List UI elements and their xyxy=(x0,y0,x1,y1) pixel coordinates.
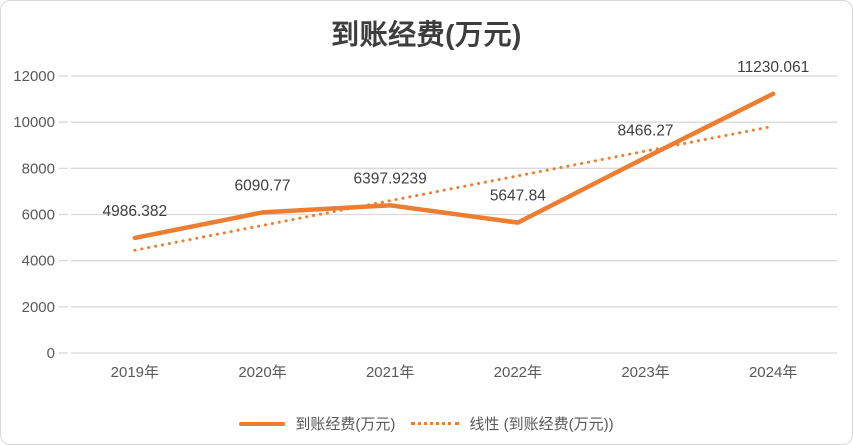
x-axis-tick-label: 2019年 xyxy=(111,364,159,381)
y-axis-tick-label: 8000 xyxy=(22,160,55,177)
y-axis-tick-label: 10000 xyxy=(13,114,55,131)
data-label: 6397.9239 xyxy=(354,170,427,187)
x-axis-tick-label: 2022年 xyxy=(494,364,542,381)
y-axis-tick-label: 6000 xyxy=(22,207,55,224)
legend-label-trendline: 线性 (到账经费(万元)) xyxy=(469,416,614,433)
x-axis-tick-label: 2024年 xyxy=(749,364,797,381)
legend-item-series: 到账经费(万元) xyxy=(239,413,395,434)
data-label: 6090.77 xyxy=(234,177,290,194)
trendline xyxy=(133,124,775,252)
y-axis-tick-label: 4000 xyxy=(22,253,55,270)
y-axis-tick-label: 0 xyxy=(47,345,55,362)
y-axis-tick-label: 2000 xyxy=(22,299,55,316)
legend-item-trendline: 线性 (到账经费(万元)) xyxy=(411,413,614,434)
data-label: 5647.84 xyxy=(490,188,546,205)
x-axis-tick-label: 2021年 xyxy=(366,364,414,381)
x-axis-tick-label: 2023年 xyxy=(621,364,669,381)
chart-legend: 到账经费(万元) 线性 (到账经费(万元)) xyxy=(1,413,852,434)
data-label: 11230.061 xyxy=(737,59,809,76)
y-axis-tick-label: 12000 xyxy=(13,68,55,85)
dotted-line-swatch xyxy=(411,422,460,425)
data-label: 4986.382 xyxy=(103,203,168,220)
series-line xyxy=(132,91,776,241)
x-axis-tick-label: 2020年 xyxy=(238,364,286,381)
data-label: 8466.27 xyxy=(617,123,673,140)
legend-label-series: 到账经费(万元) xyxy=(295,416,396,433)
chart-title: 到账经费(万元) xyxy=(331,19,522,50)
solid-line-swatch xyxy=(239,421,286,426)
